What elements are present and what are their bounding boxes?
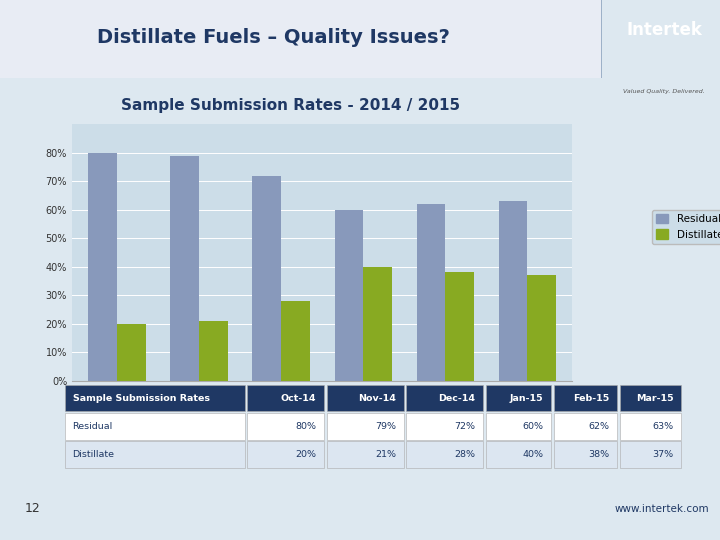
Bar: [65, 413, 245, 440]
Bar: [117, 323, 146, 381]
Bar: [89, 153, 117, 381]
Bar: [620, 441, 681, 468]
Bar: [171, 156, 199, 381]
Text: Residual: Residual: [73, 422, 113, 431]
Bar: [620, 385, 681, 411]
Bar: [527, 275, 556, 381]
Bar: [327, 413, 404, 440]
Bar: [247, 441, 324, 468]
Text: 62%: 62%: [588, 422, 610, 431]
Text: Sample Submission Rates - 2014 / 2015: Sample Submission Rates - 2014 / 2015: [121, 98, 461, 113]
Bar: [406, 441, 483, 468]
Text: 38%: 38%: [588, 450, 610, 459]
Bar: [554, 441, 617, 468]
Text: 21%: 21%: [375, 450, 396, 459]
Text: Distillate Fuels – Quality Issues?: Distillate Fuels – Quality Issues?: [97, 28, 450, 47]
Text: 60%: 60%: [522, 422, 543, 431]
Text: 28%: 28%: [454, 450, 475, 459]
Text: 12: 12: [24, 502, 40, 516]
Bar: [0, 0, 601, 78]
Text: 79%: 79%: [375, 422, 396, 431]
Bar: [498, 201, 527, 381]
Text: Valued Quality. Delivered.: Valued Quality. Delivered.: [624, 89, 705, 94]
Bar: [363, 267, 392, 381]
Bar: [282, 301, 310, 381]
Text: Intertek: Intertek: [626, 21, 702, 39]
Text: Sample Submission Rates: Sample Submission Rates: [73, 394, 210, 403]
Text: 37%: 37%: [652, 450, 673, 459]
Legend: Residual, Distillate: Residual, Distillate: [652, 210, 720, 244]
Bar: [335, 210, 363, 381]
Bar: [65, 385, 245, 411]
Bar: [620, 413, 681, 440]
Text: Dec-14: Dec-14: [438, 394, 475, 403]
Bar: [486, 385, 551, 411]
Text: 63%: 63%: [652, 422, 673, 431]
Bar: [327, 441, 404, 468]
Bar: [253, 176, 282, 381]
Text: 80%: 80%: [295, 422, 316, 431]
Text: Feb-15: Feb-15: [573, 394, 610, 403]
Bar: [406, 385, 483, 411]
Bar: [406, 413, 483, 440]
Bar: [247, 385, 324, 411]
Bar: [486, 441, 551, 468]
Text: 72%: 72%: [454, 422, 475, 431]
Text: Distillate: Distillate: [73, 450, 114, 459]
Bar: [65, 441, 245, 468]
Text: www.intertek.com: www.intertek.com: [614, 504, 708, 514]
Bar: [554, 385, 617, 411]
Bar: [554, 413, 617, 440]
Bar: [417, 204, 445, 381]
Text: Oct-14: Oct-14: [281, 394, 316, 403]
Text: Jan-15: Jan-15: [510, 394, 543, 403]
Text: 20%: 20%: [295, 450, 316, 459]
Text: 40%: 40%: [522, 450, 543, 459]
Text: Mar-15: Mar-15: [636, 394, 673, 403]
Bar: [327, 385, 404, 411]
Bar: [486, 413, 551, 440]
Bar: [247, 413, 324, 440]
Text: Nov-14: Nov-14: [358, 394, 396, 403]
Bar: [445, 272, 474, 381]
Bar: [199, 321, 228, 381]
